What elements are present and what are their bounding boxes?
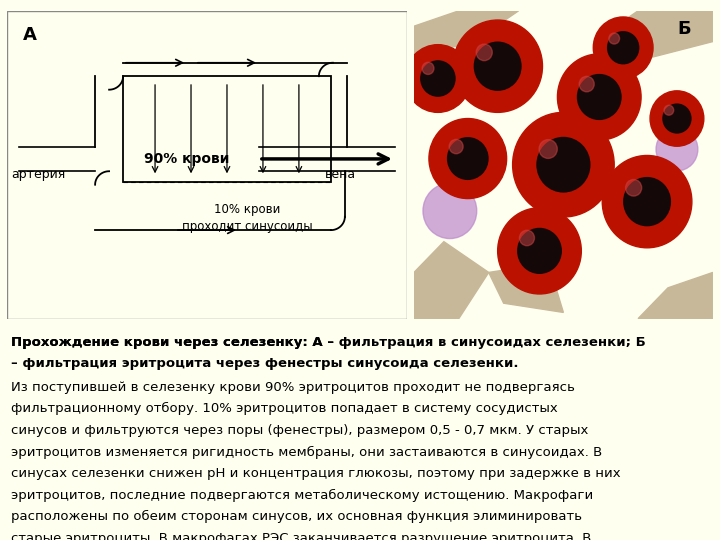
Circle shape [577,75,621,119]
Circle shape [650,91,704,146]
Circle shape [420,61,455,96]
Circle shape [626,179,642,196]
Text: Прохождение крови через селезенку: А –: Прохождение крови через селезенку: А – [11,335,338,348]
Text: синусах селезенки снижен рН и концентрация глюкозы, поэтому при задержке в них: синусах селезенки снижен рН и концентрац… [11,467,621,480]
Circle shape [519,230,534,246]
Circle shape [557,54,641,140]
Circle shape [664,105,674,115]
Text: эритроцитов, последние подвергаются метаболическому истощению. Макрофаги: эритроцитов, последние подвергаются мета… [11,489,593,502]
Text: Б: Б [677,20,690,38]
Circle shape [518,228,562,273]
Text: 10% крови: 10% крови [214,203,280,216]
Text: артерия: артерия [12,168,66,181]
Circle shape [448,138,488,179]
Text: А: А [23,26,37,44]
Text: расположены по обеим сторонам синусов, их основная функция элиминировать: расположены по обеим сторонам синусов, и… [11,510,582,523]
Circle shape [423,183,477,239]
Text: старые эритроциты. В макрофагах РЭС заканчивается разрушение эритроцита. В: старые эритроциты. В макрофагах РЭС зака… [11,531,591,540]
Bar [7,11,407,319]
Circle shape [579,76,594,92]
Polygon shape [638,272,713,319]
Text: 90% крови: 90% крови [144,152,230,166]
Circle shape [449,139,463,154]
Polygon shape [414,241,489,319]
Circle shape [539,139,557,158]
Circle shape [476,44,492,60]
Circle shape [609,33,620,44]
Bar [123,76,331,182]
Polygon shape [489,263,563,313]
Polygon shape [593,11,713,57]
Circle shape [513,112,614,217]
Circle shape [593,17,653,78]
Circle shape [429,118,507,199]
Text: фильтрационному отбору. 10% эритроцитов попадает в систему сосудистых: фильтрационному отбору. 10% эритроцитов … [11,402,557,415]
Circle shape [422,62,434,75]
Text: Прохождение крови через селезенку: А – фильтрация в синусоидах селезенки; Б: Прохождение крови через селезенку: А – ф… [11,335,646,348]
Circle shape [656,128,698,171]
Polygon shape [414,11,518,57]
Circle shape [453,20,542,112]
Text: синусов и фильтруются через поры (фенестры), размером 0,5 - 0,7 мкм. У старых: синусов и фильтруются через поры (фенест… [11,424,588,437]
Text: вена: вена [325,168,356,181]
Text: Из поступившей в селезенку крови 90% эритроцитов проходит не подвергаясь: Из поступившей в селезенку крови 90% эри… [11,381,575,394]
Circle shape [537,138,590,192]
Circle shape [663,104,691,133]
Circle shape [498,208,581,294]
Text: эритроцитов изменяется ригидность мембраны, они застаиваются в синусоидах. В: эритроцитов изменяется ригидность мембра… [11,446,602,458]
Circle shape [608,32,639,64]
Circle shape [405,45,471,112]
Circle shape [602,156,692,248]
Text: проходит синусоиды: проходит синусоиды [181,220,312,233]
Circle shape [474,42,521,90]
Text: – фильтрация эритроцита через фенестры синусоида селезенки.: – фильтрация эритроцита через фенестры с… [11,357,518,370]
Circle shape [624,178,670,226]
